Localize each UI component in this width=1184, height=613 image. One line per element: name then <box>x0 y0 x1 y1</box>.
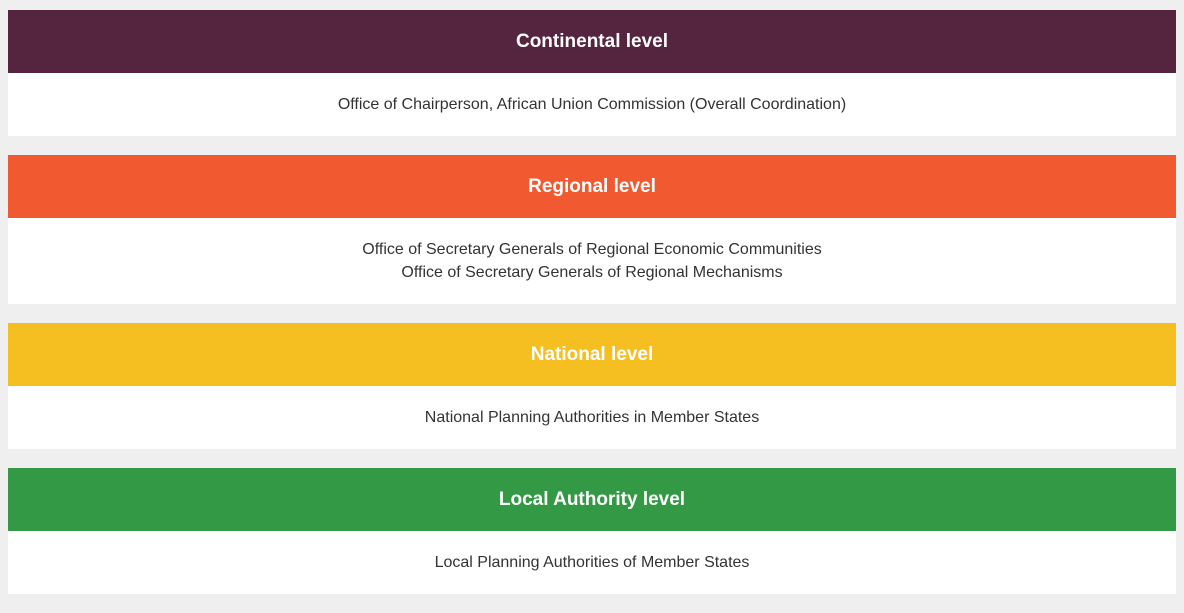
level-body: Local Planning Authorities of Member Sta… <box>8 531 1176 594</box>
level-header: Local Authority level <box>8 468 1176 531</box>
level-block: National level National Planning Authorit… <box>8 323 1176 449</box>
level-block: Local Authority level Local Planning Auth… <box>8 468 1176 594</box>
levels-diagram: Continental level Office of Chairperson, … <box>8 10 1176 613</box>
level-body: Office of Secretary Generals of Regional… <box>8 218 1176 304</box>
level-body: Office of Chairperson, African Union Com… <box>8 73 1176 136</box>
level-text: Local Planning Authorities of Member Sta… <box>434 554 750 571</box>
level-text: Office of Chairperson, African Union Com… <box>337 96 847 113</box>
page: Continental level Office of Chairperson, … <box>8 10 1176 594</box>
level-header: National level <box>8 323 1176 386</box>
level-header: Continental level <box>8 10 1176 73</box>
level-block: Continental level Office of Chairperson, … <box>8 10 1176 136</box>
level-body: National Planning Authorities in Member … <box>8 386 1176 449</box>
level-block: Regional level Office of Secretary Genera… <box>8 155 1176 304</box>
level-text: Office of Secretary Generals of Regional… <box>362 241 822 258</box>
level-text: Office of Secretary Generals of Regional… <box>401 264 783 281</box>
level-header: Regional level <box>8 155 1176 218</box>
level-text: National Planning Authorities in Member … <box>424 409 760 426</box>
